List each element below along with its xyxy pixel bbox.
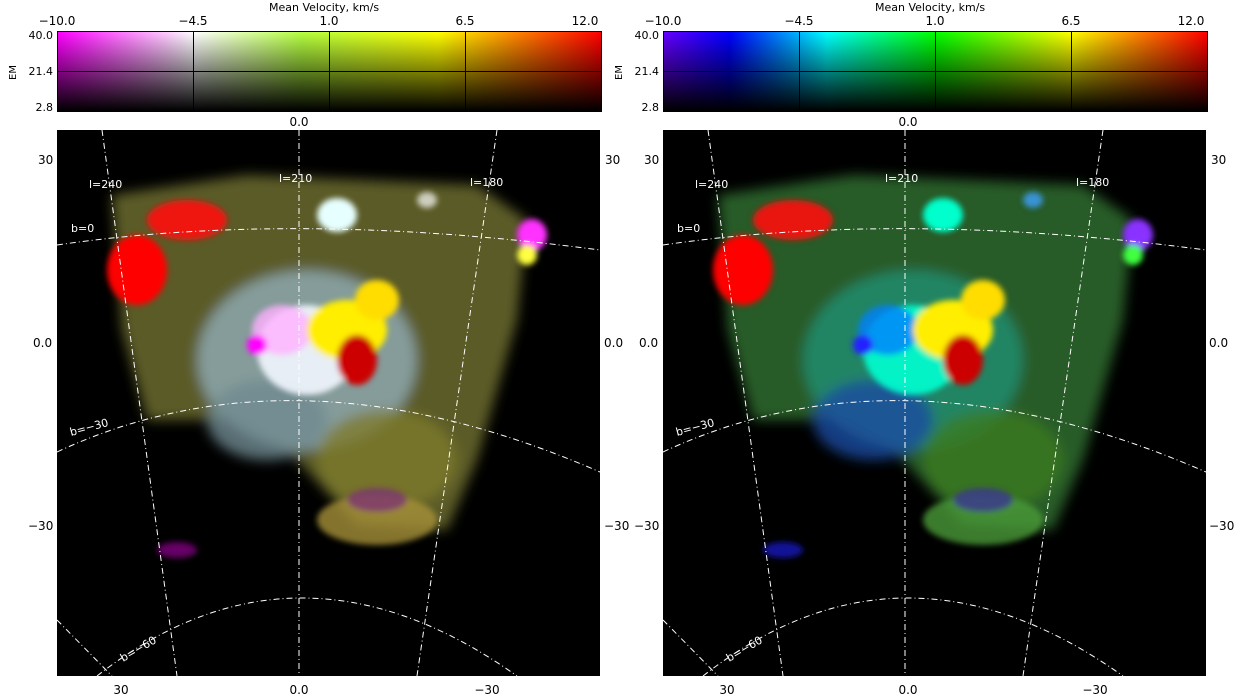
left-panel: Mean Velocity, km/s −10.0 −4.5 1.0 6.5 1… [0,0,602,699]
sky-map: l=240 l=210 l=180 b=0 b=−30 b=−60 [663,130,1206,676]
em-axis-label: EM [614,65,625,80]
em-tick: 21.4 [28,65,54,78]
colorbar-tick: −4.5 [178,14,208,28]
map-top-label: 0.0 [289,115,309,129]
right-panel: Mean Velocity, km/s −10.0 −4.5 1.0 6.5 1… [606,0,1208,699]
colorbar-tick: 1.0 [925,14,945,28]
grid-label: b=−60 [118,634,159,665]
left-axis-label: 30 [644,153,660,167]
colorbar-tick: 6.5 [455,14,475,28]
bottom-axis-label: 30 [719,683,735,697]
right-axis-label: −30 [1209,519,1235,533]
bottom-axis-label: −30 [1082,683,1108,697]
right-axis-label: 30 [1211,153,1227,167]
grid-label: b=−30 [68,416,109,439]
colorbar [663,31,1208,112]
grid-label: l=210 [279,172,312,185]
bottom-axis-label: −30 [474,683,500,697]
left-axis-label: −30 [634,519,660,533]
sky-map: l=240 l=210 l=180 b=0 b=−30 b=−60 [57,130,600,676]
map-top-label: 0.0 [898,115,918,129]
right-axis-label: −30 [604,519,630,533]
em-tick: 2.8 [641,101,660,114]
left-axis-label: 0.0 [639,336,659,350]
colorbar-tick: 1.0 [319,14,339,28]
right-axis-label: 30 [605,153,621,167]
colorbar-tick: −10.0 [38,14,76,28]
colorbar-tick: 12.0 [1177,14,1205,28]
grid-label: b=−60 [724,634,765,665]
grid-label: l=180 [1076,176,1109,189]
left-axis-label: 0.0 [33,336,53,350]
colorbar-tick: 6.5 [1061,14,1081,28]
colorbar-tick: 12.0 [571,14,599,28]
grid-label: l=240 [89,178,122,191]
left-axis-label: 30 [38,153,54,167]
colorbar-title: Mean Velocity, km/s [269,1,380,14]
em-tick: 40.0 [634,29,660,42]
grid-label: l=240 [695,178,728,191]
grid-label: l=210 [885,172,918,185]
em-tick: 2.8 [35,101,54,114]
right-axis-label: 0.0 [1209,336,1229,350]
grid-label: b=0 [677,222,700,235]
em-tick: 40.0 [28,29,54,42]
right-axis-label: 0.0 [604,336,624,350]
colorbar-tick: −4.5 [784,14,814,28]
colorbar-title: Mean Velocity, km/s [875,1,986,14]
em-tick: 21.4 [634,65,660,78]
em-axis-label: EM [8,65,19,80]
bottom-axis-label: 0.0 [289,683,309,697]
grid-label: b=−30 [674,416,715,439]
colorbar [57,31,602,112]
bottom-axis-label: 0.0 [898,683,918,697]
bottom-axis-label: 30 [113,683,129,697]
grid-label: l=180 [470,176,503,189]
left-axis-label: −30 [28,519,54,533]
grid-label: b=0 [71,222,94,235]
colorbar-tick: −10.0 [644,14,682,28]
